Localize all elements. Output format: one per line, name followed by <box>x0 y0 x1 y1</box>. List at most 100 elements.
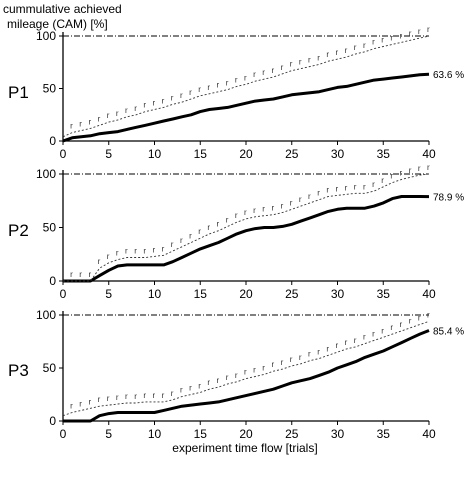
panel-p2-point-marker: r <box>107 252 110 261</box>
panel-p1-point-marker: r <box>207 83 210 92</box>
panel-p3-x-tick-label: 30 <box>331 427 345 441</box>
panel-p1-x-tick-label: 30 <box>331 147 345 161</box>
panel-p3-x-tick-label: 5 <box>105 427 112 441</box>
panel-p3-end-label: 85.4 % <box>433 326 464 337</box>
panel-p1-point-marker: r <box>153 99 156 108</box>
panel-p2-point-marker: r <box>88 270 91 279</box>
panel-p1-point-marker: r <box>354 43 357 52</box>
panel-p2-point-marker: r <box>180 236 183 245</box>
panel-p2-point-marker: r <box>98 257 101 266</box>
panel-p3-point-marker: r <box>226 373 229 382</box>
panel-p2-point-marker: r <box>217 220 220 229</box>
panel-p2-x-tick-label: 40 <box>422 287 436 301</box>
panel-p1-point-marker: r <box>198 85 201 94</box>
panel-p1-y-tick-label: 50 <box>43 82 57 96</box>
panel-p1-series-reference <box>62 35 430 138</box>
panel-p3-point-marker: r <box>107 394 110 403</box>
panel-p2-point-marker: r <box>162 244 165 253</box>
panel-p3-y-tick-label: 0 <box>49 414 56 428</box>
panel-p1-x-tick-label: 20 <box>239 147 253 161</box>
panel-p3-point-marker: r <box>400 320 403 329</box>
ylabel-line1: cummulative achieved <box>3 2 122 16</box>
panel-p1-point-marker: r <box>171 93 174 102</box>
panel-p2-x-tick-label: 0 <box>60 287 67 301</box>
panel-p1-x-tick-label: 25 <box>285 147 299 161</box>
panel-p3-point-marker: r <box>363 333 366 342</box>
panel-p2-point-marker: r <box>143 246 146 255</box>
panel-p1-point-marker: r <box>400 31 403 40</box>
panel-p1-x-tick-label: 15 <box>194 147 208 161</box>
panel-p3-point-marker: r <box>390 323 393 332</box>
panel-p2-point-marker: r <box>79 270 82 279</box>
panel-p2-point-marker: r <box>418 164 421 173</box>
panel-p1-point-marker: r <box>226 79 229 88</box>
panel-p1-point-marker: r <box>189 88 192 97</box>
panel-p2-point-marker: r <box>345 183 348 192</box>
panel-p3-point-marker: r <box>244 368 247 377</box>
panel-p2-point-marker: r <box>253 206 256 215</box>
panel-p3-x-tick-label: 35 <box>377 427 391 441</box>
panel-p3-point-marker: r <box>308 350 311 359</box>
panel-p1-point-marker: r <box>180 91 183 100</box>
panel-p2-y-tick-label: 100 <box>36 167 56 181</box>
panel-p3-y-tick-label: 100 <box>36 308 56 322</box>
panel-p2-x-tick-label: 35 <box>377 287 391 301</box>
panel-p2-series-reference <box>63 173 430 282</box>
panel-p3-point-marker: r <box>134 392 137 401</box>
panel-p2-point-marker: r <box>336 184 339 193</box>
panel-p1-point-marker: r <box>345 46 348 55</box>
panel-p3-series-achieved <box>63 329 430 423</box>
panel-p1-point-marker: r <box>134 104 137 113</box>
panel-p2-point-marker: r <box>207 223 210 232</box>
panel-p1-series-achieved <box>62 72 430 143</box>
panel-p1-title: P1 <box>8 83 29 102</box>
panel-p2-point-marker: r <box>70 270 73 279</box>
panel-p2-point-marker: r <box>125 246 128 255</box>
panel-p2-point-marker: r <box>171 240 174 249</box>
panel-p2-point-marker: r <box>400 168 403 177</box>
panel-p2-point-marker: r <box>116 249 119 258</box>
panel-p2-point-marker: r <box>198 227 201 236</box>
panel-p3-point-marker: r <box>180 386 183 395</box>
panel-p2-point-marker: r <box>189 231 192 240</box>
panel-p1-point-marker: r <box>317 53 320 62</box>
panel-p2-point-marker: r <box>409 166 412 175</box>
panel-p3-point-marker: r <box>253 365 256 374</box>
panel-p1-point-marker: r <box>290 60 293 69</box>
panel-p3-x-tick-label: 15 <box>194 427 208 441</box>
panel-p3-point-marker: r <box>345 338 348 347</box>
panel-p3-point-marker: r <box>381 326 384 335</box>
panel-p3-y-tick-label: 50 <box>43 361 57 375</box>
panel-p3-point-marker: r <box>290 355 293 364</box>
panel-p2-x-tick-label: 25 <box>285 287 299 301</box>
panel-p3-point-marker: r <box>125 392 128 401</box>
panel-p1-point-marker: r <box>125 106 128 115</box>
panel-p3-x-tick-label: 25 <box>285 427 299 441</box>
panel-p3-point-marker: r <box>143 391 146 400</box>
panel-p1-point-marker: r <box>372 38 375 47</box>
panel-p2-point-marker: r <box>299 195 302 204</box>
panel-p2-point-marker: r <box>427 163 430 172</box>
panel-p3-point-marker: r <box>207 378 210 387</box>
panel-p2-point-marker: r <box>308 192 311 201</box>
panel-p3-point-marker: r <box>153 391 156 400</box>
panel-p3-point-marker: r <box>372 329 375 338</box>
panel-p3-point-marker: r <box>354 336 357 345</box>
panel-p1-point-marker: r <box>308 55 311 64</box>
panel-p1-point-marker: r <box>336 48 339 57</box>
panel-p1-x-tick-label: 10 <box>148 147 162 161</box>
panel-p2-point-marker: r <box>290 198 293 207</box>
panel-p3-point-marker: r <box>162 391 165 400</box>
panel-p1-point-marker: r <box>262 68 265 77</box>
panel-p2-point-marker: r <box>235 211 238 220</box>
panel-p3-point-marker: r <box>235 371 238 380</box>
panel-p3-point-marker: r <box>98 395 101 404</box>
panel-p2-point-marker: r <box>262 205 265 214</box>
panel-p1-point-marker: r <box>162 96 165 105</box>
panel-p3-title: P3 <box>8 361 29 380</box>
panel-p1-point-marker: r <box>88 117 91 126</box>
panel-p2-series-achieved <box>63 195 430 283</box>
